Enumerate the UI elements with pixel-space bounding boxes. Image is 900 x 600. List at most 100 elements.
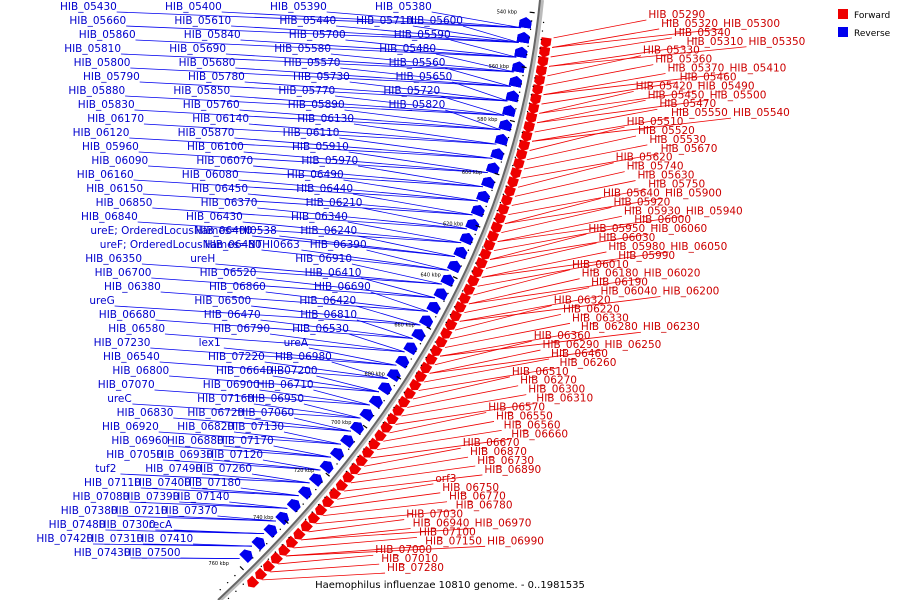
reverse-gene-label[interactable]: HIB_07180 <box>184 477 241 489</box>
reverse-gene-label[interactable]: HIB_05830 <box>78 99 135 111</box>
reverse-gene-label[interactable]: HIB_05440 <box>279 15 336 27</box>
forward-gene-label[interactable]: HIB_06220 <box>563 303 620 315</box>
forward-feature[interactable] <box>368 437 381 450</box>
reverse-gene-label[interactable]: HIB_05480 <box>379 43 436 55</box>
forward-gene-label[interactable]: HIB_06200 <box>663 286 720 298</box>
reverse-gene-label[interactable]: HIB_07050 <box>106 449 163 461</box>
reverse-gene-label[interactable]: HIB_07260 <box>195 463 252 475</box>
forward-gene-label[interactable]: HIB_05540 <box>733 107 790 119</box>
reverse-gene-label[interactable]: HIB_05690 <box>169 43 226 55</box>
reverse-gene-label[interactable]: HIB_06880 <box>167 435 224 447</box>
forward-feature[interactable] <box>342 470 355 483</box>
forward-gene-label[interactable]: HIB_06730 <box>477 455 534 467</box>
forward-feature[interactable] <box>471 265 484 278</box>
forward-feature[interactable] <box>490 221 503 234</box>
reverse-gene-label[interactable]: HIB_06160 <box>77 169 134 181</box>
reverse-gene-label[interactable]: recA <box>149 519 173 531</box>
reverse-feature[interactable] <box>433 288 448 301</box>
forward-gene-label[interactable]: HIB_06780 <box>456 500 513 512</box>
reverse-feature[interactable] <box>514 46 528 59</box>
forward-gene-label[interactable]: HIB_05370 <box>668 63 725 75</box>
forward-gene-label[interactable]: HIB_06570 <box>488 402 545 414</box>
reverse-gene-label[interactable]: lex1 <box>199 337 221 349</box>
reverse-gene-label[interactable]: ureC <box>107 393 132 405</box>
reverse-gene-label[interactable]: HIB_06440 <box>296 183 353 195</box>
forward-feature[interactable] <box>420 361 433 374</box>
reverse-gene-label[interactable]: HIB_05570 <box>284 57 341 69</box>
forward-gene-label[interactable]: HIB_05450 <box>648 89 705 101</box>
forward-feature[interactable] <box>440 327 453 339</box>
reverse-feature[interactable] <box>377 382 392 396</box>
reverse-feature[interactable] <box>263 524 278 538</box>
forward-feature[interactable] <box>500 194 513 206</box>
reverse-gene-label[interactable]: HIB_07410 <box>136 533 193 545</box>
reverse-gene-label[interactable]: HIB_06830 <box>117 407 174 419</box>
reverse-gene-label[interactable]: HIB_05720 <box>383 85 440 97</box>
forward-gene-label[interactable]: HIB_05640 <box>603 187 660 199</box>
forward-gene-label[interactable]: HIB_06460 <box>551 348 608 360</box>
reverse-gene-label[interactable]: HIB_06170 <box>87 113 144 125</box>
reverse-gene-label[interactable]: HIB_06420 <box>299 295 356 307</box>
forward-feature[interactable] <box>483 239 496 251</box>
forward-gene-label[interactable]: HIB_06050 <box>670 241 727 253</box>
reverse-gene-label[interactable]: HIB_06580 <box>108 323 165 335</box>
reverse-feature[interactable] <box>426 302 441 315</box>
forward-gene-label[interactable]: HIB_06060 <box>650 223 707 235</box>
reverse-feature[interactable] <box>359 408 374 422</box>
reverse-gene-label[interactable]: HIB_07210 <box>111 505 168 517</box>
forward-feature[interactable] <box>540 37 552 49</box>
reverse-gene-label[interactable]: ureF; OrderedLocusNames=NTHI0663 <box>100 239 300 251</box>
forward-gene-label[interactable]: HIB_05990 <box>618 250 675 262</box>
reverse-gene-label[interactable]: HIB_05430 <box>60 1 117 13</box>
forward-feature[interactable] <box>510 167 522 179</box>
forward-gene-label[interactable]: HIB_06890 <box>484 464 541 476</box>
reverse-feature[interactable] <box>516 32 530 44</box>
forward-feature[interactable] <box>270 551 283 564</box>
reverse-gene-label[interactable]: HIB_06110 <box>283 127 340 139</box>
reverse-gene-label[interactable]: HIB_05610 <box>174 15 231 27</box>
reverse-gene-label[interactable]: HIB_06140 <box>192 113 249 125</box>
forward-feature[interactable] <box>463 283 476 296</box>
reverse-gene-label[interactable]: HIB_05400 <box>165 1 222 13</box>
reverse-gene-label[interactable]: HIB_05700 <box>289 29 346 41</box>
forward-gene-label[interactable]: HIB_05330 <box>643 45 700 57</box>
reverse-feature[interactable] <box>498 119 513 132</box>
forward-gene-label[interactable]: HIB_06290 <box>542 339 599 351</box>
forward-gene-label[interactable]: HIB_05520 <box>638 125 695 137</box>
forward-feature[interactable] <box>521 130 533 142</box>
forward-feature[interactable] <box>425 353 438 365</box>
reverse-feature[interactable] <box>470 205 485 218</box>
reverse-gene-label[interactable]: HIB_06480 <box>205 239 262 251</box>
forward-gene-label[interactable]: HIB_07010 <box>381 553 438 565</box>
forward-gene-label[interactable]: HIB_07150 <box>425 535 482 547</box>
reverse-gene-label[interactable]: HIB_07300 <box>99 519 156 531</box>
reverse-gene-label[interactable]: HIB_07380 <box>61 505 118 517</box>
forward-gene-label[interactable]: HIB_06970 <box>475 517 532 529</box>
reverse-gene-label[interactable]: HIB_05810 <box>64 43 121 55</box>
forward-feature[interactable] <box>487 230 500 243</box>
forward-feature[interactable] <box>525 112 538 124</box>
reverse-gene-label[interactable]: HIB_07130 <box>227 421 284 433</box>
forward-gene-label[interactable]: HIB_05470 <box>659 98 716 110</box>
forward-feature[interactable] <box>386 412 399 425</box>
reverse-gene-label[interactable]: HIB_06900 <box>203 379 260 391</box>
forward-feature[interactable] <box>355 454 368 466</box>
forward-feature[interactable] <box>518 139 531 152</box>
reverse-gene-label[interactable]: HIB_06450 <box>191 183 248 195</box>
forward-feature[interactable] <box>335 479 349 491</box>
reverse-gene-label[interactable]: ureH <box>190 253 215 265</box>
reverse-gene-label[interactable]: HIB_06150 <box>86 183 143 195</box>
forward-gene-label[interactable]: HIB_05620 <box>616 152 673 164</box>
forward-gene-label[interactable]: HIB_05460 <box>680 71 737 83</box>
reverse-feature[interactable] <box>419 315 433 328</box>
forward-gene-label[interactable]: HIB_05490 <box>698 80 755 92</box>
reverse-gene-label[interactable]: HIB_07110 <box>84 477 141 489</box>
reverse-gene-label[interactable]: ureA <box>284 337 309 349</box>
forward-feature[interactable] <box>300 519 313 532</box>
forward-gene-label[interactable]: HIB_06040 <box>601 286 658 298</box>
reverse-feature[interactable] <box>490 148 504 161</box>
forward-feature[interactable] <box>349 462 362 475</box>
reverse-gene-label[interactable]: HIB_06240 <box>300 225 357 237</box>
reverse-gene-label[interactable]: HIB_06960 <box>111 435 168 447</box>
forward-gene-label[interactable]: HIB_06660 <box>511 428 568 440</box>
